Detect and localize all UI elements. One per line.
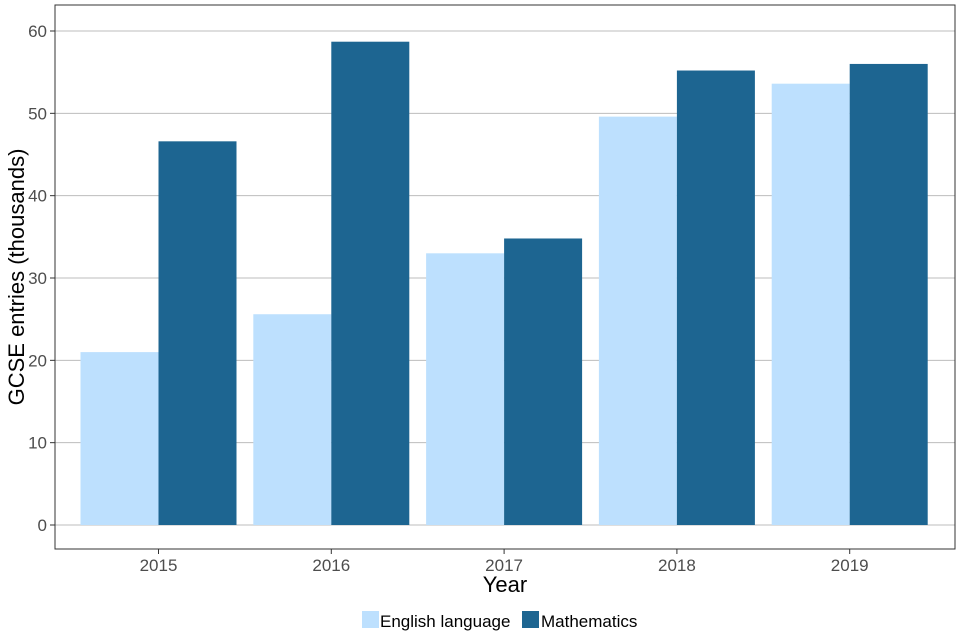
bar-mathematics-2015 (158, 141, 237, 525)
legend: English language Mathematics (362, 611, 637, 631)
bar-mathematics-2018 (676, 70, 755, 526)
legend-label-english-language: English language (380, 612, 510, 631)
y-axis: 0 10 20 30 40 50 60 (28, 22, 55, 535)
bar-english-language-2019 (771, 83, 850, 526)
bar-mathematics-2017 (504, 238, 583, 526)
y-tick-label-20: 20 (28, 351, 47, 370)
legend-swatch-english-language (362, 611, 379, 628)
bar-mathematics-2019 (849, 63, 928, 525)
x-tick-label-2016: 2016 (312, 556, 350, 575)
x-tick-label-2018: 2018 (658, 556, 696, 575)
bar-english-language-2018 (598, 116, 677, 526)
y-tick-label-0: 0 (38, 516, 47, 535)
legend-swatch-mathematics (522, 611, 539, 628)
bar-english-language-2016 (253, 314, 332, 525)
x-axis-title: Year (483, 572, 527, 597)
y-axis-title: GCSE entries (thousands) (4, 149, 29, 406)
x-tick-label-2019: 2019 (831, 556, 869, 575)
plot-panel-border (54, 4, 956, 550)
x-tick-label-2015: 2015 (140, 556, 178, 575)
y-tick-label-10: 10 (28, 434, 47, 453)
y-tick-label-30: 30 (28, 269, 47, 288)
bar-english-language-2015 (80, 352, 159, 525)
x-axis: 2015 2016 2017 2018 2019 (140, 549, 869, 575)
y-tick-label-50: 50 (28, 104, 47, 123)
bar-mathematics-2016 (331, 41, 410, 525)
x-tick-label-2017: 2017 (485, 556, 523, 575)
legend-label-mathematics: Mathematics (541, 612, 637, 631)
bar-english-language-2017 (426, 253, 505, 526)
y-tick-label-60: 60 (28, 22, 47, 41)
y-tick-label-40: 40 (28, 187, 47, 206)
bars (80, 41, 928, 526)
